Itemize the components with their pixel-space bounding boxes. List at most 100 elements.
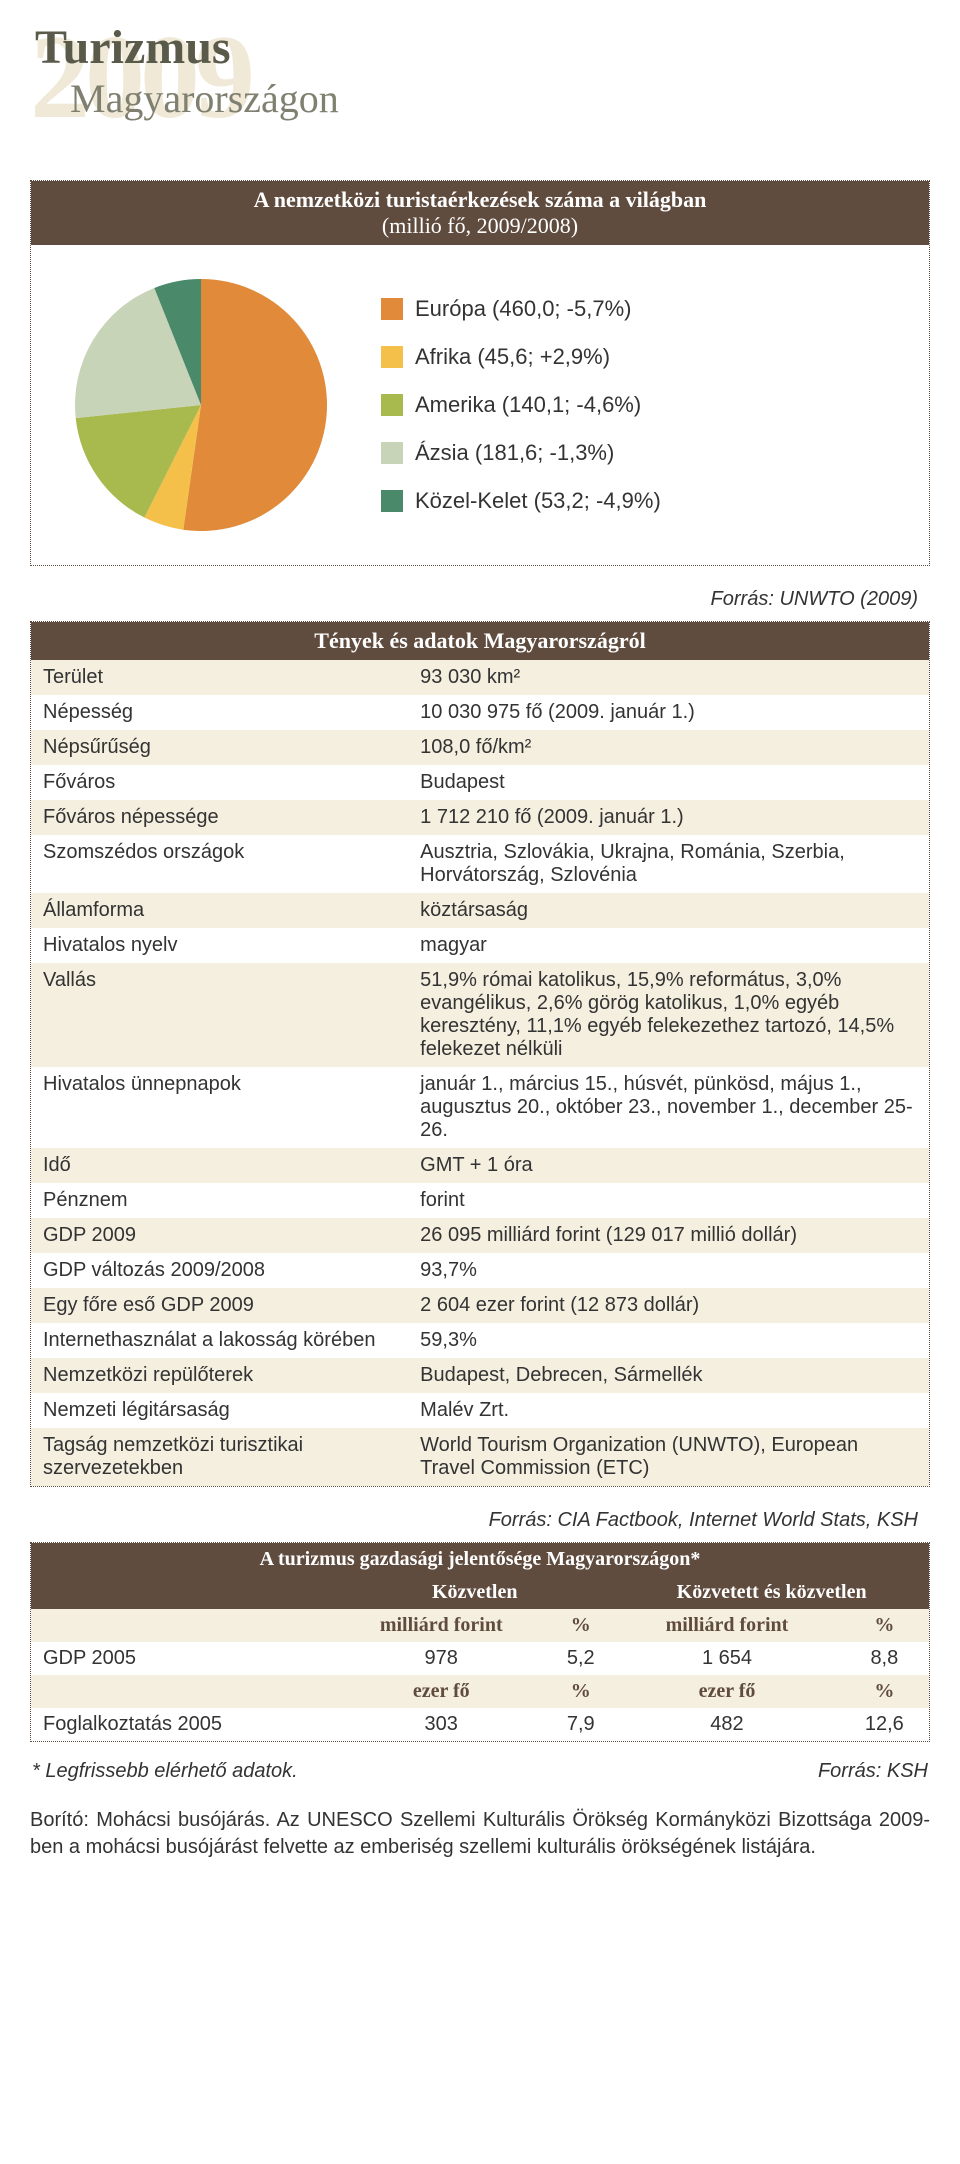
facts-value: forint bbox=[408, 1183, 929, 1218]
pie-chart bbox=[61, 265, 341, 545]
facts-row: GDP változás 2009/200893,7% bbox=[31, 1253, 929, 1288]
facts-value: köztársaság bbox=[408, 893, 929, 928]
facts-row: Nemzeti légitársaságMalév Zrt. bbox=[31, 1393, 929, 1428]
facts-row: FővárosBudapest bbox=[31, 765, 929, 800]
facts-key: Pénznem bbox=[31, 1183, 408, 1218]
facts-key: Népsűrűség bbox=[31, 730, 408, 765]
econ-cell: 482 bbox=[614, 1708, 839, 1741]
econ-cell: 8,8 bbox=[840, 1642, 929, 1675]
pie-title-line2: (millió fő, 2009/2008) bbox=[35, 213, 925, 239]
econ-footnote-row: * Legfrissebb elérhető adatok. Forrás: K… bbox=[30, 1756, 930, 1783]
facts-value: január 1., március 15., húsvét, pünkösd,… bbox=[408, 1067, 929, 1148]
econ-colgroup-left: Közvetlen bbox=[335, 1576, 614, 1609]
pie-source: Forrás: UNWTO (2009) bbox=[30, 580, 930, 621]
facts-row: Internethasználat a lakosság körében59,3… bbox=[31, 1323, 929, 1358]
legend-label: Közel-Kelet (53,2; -4,9%) bbox=[415, 488, 661, 514]
pie-slice bbox=[183, 279, 327, 531]
econ-cell: 303 bbox=[335, 1708, 547, 1741]
legend-item: Európa (460,0; -5,7%) bbox=[381, 296, 661, 322]
facts-value: World Tourism Organization (UNWTO), Euro… bbox=[408, 1428, 929, 1486]
econ-unit: milliárd forint bbox=[335, 1609, 547, 1642]
legend-swatch bbox=[381, 346, 403, 368]
legend-swatch bbox=[381, 298, 403, 320]
facts-value: 59,3% bbox=[408, 1323, 929, 1358]
facts-row: Vallás51,9% római katolikus, 15,9% refor… bbox=[31, 963, 929, 1067]
facts-key: Vallás bbox=[31, 963, 408, 1067]
econ-unit: % bbox=[840, 1609, 929, 1642]
facts-key: Egy főre eső GDP 2009 bbox=[31, 1288, 408, 1323]
facts-value: GMT + 1 óra bbox=[408, 1148, 929, 1183]
facts-value: 26 095 milliárd forint (129 017 millió d… bbox=[408, 1218, 929, 1253]
econ-title: A turizmus gazdasági jelentősége Magyaro… bbox=[31, 1543, 929, 1576]
facts-key: Államforma bbox=[31, 893, 408, 928]
econ-unit: milliárd forint bbox=[614, 1609, 839, 1642]
page-header: 2009 Turizmus Magyarországon bbox=[30, 20, 930, 160]
econ-cell: 978 bbox=[335, 1642, 547, 1675]
facts-key: GDP 2009 bbox=[31, 1218, 408, 1253]
facts-key: Hivatalos nyelv bbox=[31, 928, 408, 963]
econ-cell: 7,9 bbox=[547, 1708, 614, 1741]
facts-value: Budapest bbox=[408, 765, 929, 800]
facts-key: Szomszédos országok bbox=[31, 835, 408, 893]
legend-label: Európa (460,0; -5,7%) bbox=[415, 296, 631, 322]
facts-row: Terület93 030 km² bbox=[31, 660, 929, 695]
facts-key: Internethasználat a lakosság körében bbox=[31, 1323, 408, 1358]
econ-unit: ezer fő bbox=[614, 1675, 839, 1708]
facts-key: Tagság nemzetközi turisztikai szervezete… bbox=[31, 1428, 408, 1486]
legend-label: Ázsia (181,6; -1,3%) bbox=[415, 440, 614, 466]
econ-unit: % bbox=[547, 1675, 614, 1708]
facts-row: Nemzetközi repülőterekBudapest, Debrecen… bbox=[31, 1358, 929, 1393]
facts-value: magyar bbox=[408, 928, 929, 963]
facts-key: Idő bbox=[31, 1148, 408, 1183]
legend-swatch bbox=[381, 442, 403, 464]
econ-unit: % bbox=[547, 1609, 614, 1642]
facts-row: Hivatalos nyelvmagyar bbox=[31, 928, 929, 963]
legend-item: Közel-Kelet (53,2; -4,9%) bbox=[381, 488, 661, 514]
facts-key: GDP változás 2009/2008 bbox=[31, 1253, 408, 1288]
pie-chart-box: A nemzetközi turistaérkezések száma a vi… bbox=[30, 180, 930, 566]
facts-row: Pénznemforint bbox=[31, 1183, 929, 1218]
footer-text: Borító: Mohácsi busójárás. Az UNESCO Sze… bbox=[30, 1807, 930, 1861]
facts-key: Főváros bbox=[31, 765, 408, 800]
econ-box: A turizmus gazdasági jelentősége Magyaro… bbox=[30, 1542, 930, 1742]
econ-footnote-left: * Legfrissebb elérhető adatok. bbox=[32, 1760, 298, 1783]
legend-label: Amerika (140,1; -4,6%) bbox=[415, 392, 641, 418]
legend-swatch bbox=[381, 394, 403, 416]
legend-item: Ázsia (181,6; -1,3%) bbox=[381, 440, 661, 466]
pie-chart-title: A nemzetközi turistaérkezések száma a vi… bbox=[31, 181, 929, 245]
econ-row-label: GDP 2005 bbox=[31, 1642, 335, 1675]
facts-row: GDP 200926 095 milliárd forint (129 017 … bbox=[31, 1218, 929, 1253]
facts-value: Ausztria, Szlovákia, Ukrajna, Románia, S… bbox=[408, 835, 929, 893]
facts-value: 1 712 210 fő (2009. január 1.) bbox=[408, 800, 929, 835]
facts-row: Államformaköztársaság bbox=[31, 893, 929, 928]
legend-item: Amerika (140,1; -4,6%) bbox=[381, 392, 661, 418]
econ-footnote-right: Forrás: KSH bbox=[818, 1760, 928, 1783]
facts-row: Hivatalos ünnepnapokjanuár 1., március 1… bbox=[31, 1067, 929, 1148]
pie-legend: Európa (460,0; -5,7%) Afrika (45,6; +2,9%… bbox=[381, 296, 661, 514]
facts-row: Szomszédos országokAusztria, Szlovákia, … bbox=[31, 835, 929, 893]
econ-unit: ezer fő bbox=[335, 1675, 547, 1708]
econ-table: A turizmus gazdasági jelentősége Magyaro… bbox=[31, 1543, 929, 1741]
legend-swatch bbox=[381, 490, 403, 512]
facts-key: Nemzetközi repülőterek bbox=[31, 1358, 408, 1393]
facts-title: Tények és adatok Magyarországról bbox=[31, 622, 929, 660]
legend-label: Afrika (45,6; +2,9%) bbox=[415, 344, 610, 370]
facts-value: 93 030 km² bbox=[408, 660, 929, 695]
facts-key: Népesség bbox=[31, 695, 408, 730]
facts-row: Népesség10 030 975 fő (2009. január 1.) bbox=[31, 695, 929, 730]
facts-table: Terület93 030 km²Népesség10 030 975 fő (… bbox=[31, 660, 929, 1486]
facts-source: Forrás: CIA Factbook, Internet World Sta… bbox=[30, 1501, 930, 1542]
facts-value: Malév Zrt. bbox=[408, 1393, 929, 1428]
facts-value: 51,9% római katolikus, 15,9% református,… bbox=[408, 963, 929, 1067]
econ-row-label: Foglalkoztatás 2005 bbox=[31, 1708, 335, 1741]
main-subtitle: Magyarországon bbox=[70, 75, 339, 122]
facts-row: Egy főre eső GDP 20092 604 ezer forint (… bbox=[31, 1288, 929, 1323]
facts-value: 108,0 fő/km² bbox=[408, 730, 929, 765]
facts-value: 93,7% bbox=[408, 1253, 929, 1288]
facts-box: Tények és adatok Magyarországról Terület… bbox=[30, 621, 930, 1487]
facts-key: Hivatalos ünnepnapok bbox=[31, 1067, 408, 1148]
main-title: Turizmus bbox=[35, 20, 231, 75]
facts-value: 10 030 975 fő (2009. január 1.) bbox=[408, 695, 929, 730]
facts-row: IdőGMT + 1 óra bbox=[31, 1148, 929, 1183]
econ-unit: % bbox=[840, 1675, 929, 1708]
